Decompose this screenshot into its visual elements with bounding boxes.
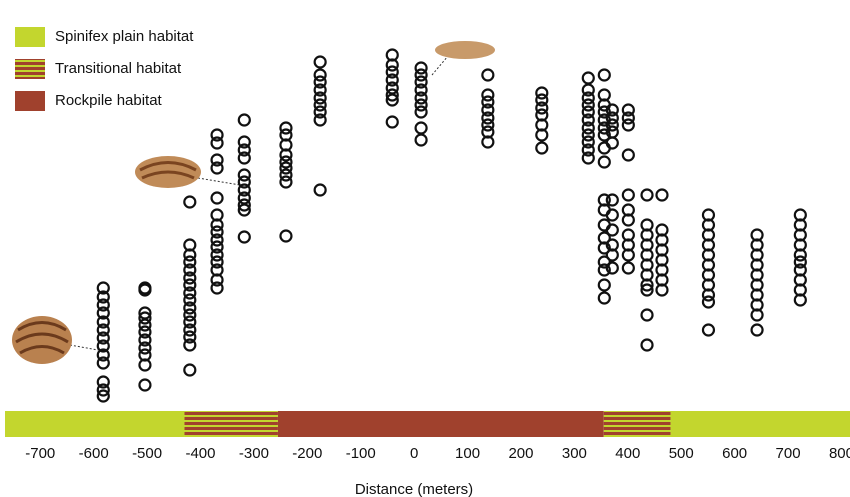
x-tick-label: 800 — [829, 445, 850, 462]
x-tick-label: -700 — [25, 445, 55, 462]
x-tick-label: -200 — [292, 445, 322, 462]
x-tick-label: 400 — [615, 445, 640, 462]
x-tick-label: -300 — [239, 445, 269, 462]
habitat-band — [604, 411, 671, 437]
x-tick-label: 200 — [508, 445, 533, 462]
x-tick-label: -600 — [79, 445, 109, 462]
legend-label: Transitional habitat — [55, 60, 182, 77]
chart: Distance (meters) Spinifex plain habitat… — [0, 0, 850, 497]
legend-swatch — [15, 91, 45, 111]
habitat-band — [278, 411, 604, 437]
x-tick-label: 500 — [669, 445, 694, 462]
x-tick-label: 0 — [410, 445, 418, 462]
x-axis-label: Distance (meters) — [355, 481, 473, 497]
habitat-band — [5, 411, 184, 437]
x-tick-label: -400 — [185, 445, 215, 462]
habitat-band — [184, 411, 277, 437]
x-tick-label: 600 — [722, 445, 747, 462]
x-tick-label: -100 — [346, 445, 376, 462]
legend-swatch — [15, 59, 45, 79]
x-tick-label: 100 — [455, 445, 480, 462]
x-tick-label: 300 — [562, 445, 587, 462]
habitat-band — [671, 411, 850, 437]
shell — [435, 41, 495, 59]
legend-label: Spinifex plain habitat — [55, 28, 194, 45]
x-tick-label: -500 — [132, 445, 162, 462]
legend-label: Rockpile habitat — [55, 92, 163, 109]
x-tick-label: 700 — [776, 445, 801, 462]
legend-swatch — [15, 27, 45, 47]
